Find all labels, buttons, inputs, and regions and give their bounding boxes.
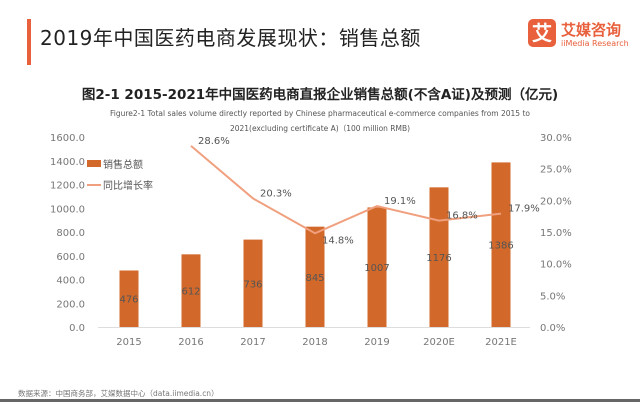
- bar: [243, 239, 263, 327]
- right-axis-tick-label: 15.0%: [540, 228, 572, 239]
- logo-text-cn: 艾媒咨询: [561, 21, 622, 39]
- bar-value-label: 845: [305, 273, 324, 284]
- title-accent-bar: [27, 19, 31, 65]
- line-value-label: 16.8%: [446, 211, 478, 222]
- left-axis-tick-label: 1200.0: [50, 181, 85, 192]
- line-value-label: 14.8%: [322, 235, 354, 246]
- legend-label-sales: 销售总额: [103, 158, 143, 171]
- x-axis-tick-label: 2015: [116, 337, 141, 348]
- bar-value-label: 1176: [426, 253, 451, 264]
- bar: [181, 254, 201, 327]
- bar: [367, 207, 387, 327]
- x-axis-tick-label: 2016: [178, 337, 203, 348]
- legend-label-growth: 同比增长率: [103, 179, 153, 192]
- left-axis-tick-label: 0.0: [69, 323, 85, 334]
- right-axis-tick-label: 25.0%: [540, 165, 572, 176]
- logo-text-en: iiMedia Research: [561, 39, 629, 48]
- logo-mark: 艾: [528, 19, 556, 47]
- bar: [491, 162, 511, 327]
- x-axis-tick-label: 2019: [364, 337, 389, 348]
- left-axis-tick-label: 600.0: [56, 252, 85, 263]
- right-axis-tick-label: 10.0%: [540, 260, 572, 271]
- bar: [119, 270, 139, 327]
- growth-rate-line: [190, 145, 502, 235]
- left-axis-tick-label: 800.0: [56, 228, 85, 239]
- left-axis-tick-label: 1600.0: [50, 133, 85, 144]
- chart-subtitle: Figure2-1 Total sales volume directly re…: [110, 109, 530, 133]
- left-axis-tick-label: 400.0: [56, 276, 85, 287]
- bar-value-label: 1007: [364, 263, 389, 274]
- right-axis-tick-label: 30.0%: [540, 133, 572, 144]
- right-axis-tick-label: 0.0%: [540, 323, 565, 334]
- bar-value-label: 476: [119, 295, 138, 306]
- source-note: 数据来源：中国商务部，艾媒数据中心（data.iimedia.cn）: [18, 389, 219, 398]
- bar-value-label: 1386: [488, 241, 513, 252]
- x-axis-tick-label: 2018: [302, 337, 327, 348]
- line-value-label: 28.6%: [198, 136, 230, 147]
- logo: 艾 艾媒咨询 iiMedia Research: [528, 19, 629, 59]
- line-value-label: 19.1%: [384, 196, 416, 207]
- legend-bar-swatch: [87, 160, 101, 167]
- x-axis-tick-label: 2021E: [485, 337, 517, 348]
- bar: [305, 226, 325, 327]
- line-value-label: 20.3%: [260, 188, 292, 199]
- left-axis-tick-label: 200.0: [56, 299, 85, 310]
- x-axis-tick-label: 2017: [240, 337, 265, 348]
- bar: [429, 187, 449, 327]
- line-value-label: 17.9%: [508, 204, 540, 215]
- right-axis-tick-label: 20.0%: [540, 196, 572, 207]
- x-axis-tick-label: 2020E: [423, 337, 455, 348]
- bar-value-label: 736: [243, 279, 262, 290]
- left-axis-tick-label: 1000.0: [50, 204, 85, 215]
- page-title: 2019年中国医药电商发展现状：销售总额: [40, 26, 421, 50]
- left-axis-tick-label: 1400.0: [50, 157, 85, 168]
- bar-value-label: 612: [181, 287, 200, 298]
- right-axis-tick-label: 5.0%: [540, 291, 565, 302]
- bottom-divider: [0, 399, 640, 402]
- chart-title: 图2-1 2015-2021年中国医药电商直报企业销售总额(不含A证)及预测（亿…: [81, 87, 559, 103]
